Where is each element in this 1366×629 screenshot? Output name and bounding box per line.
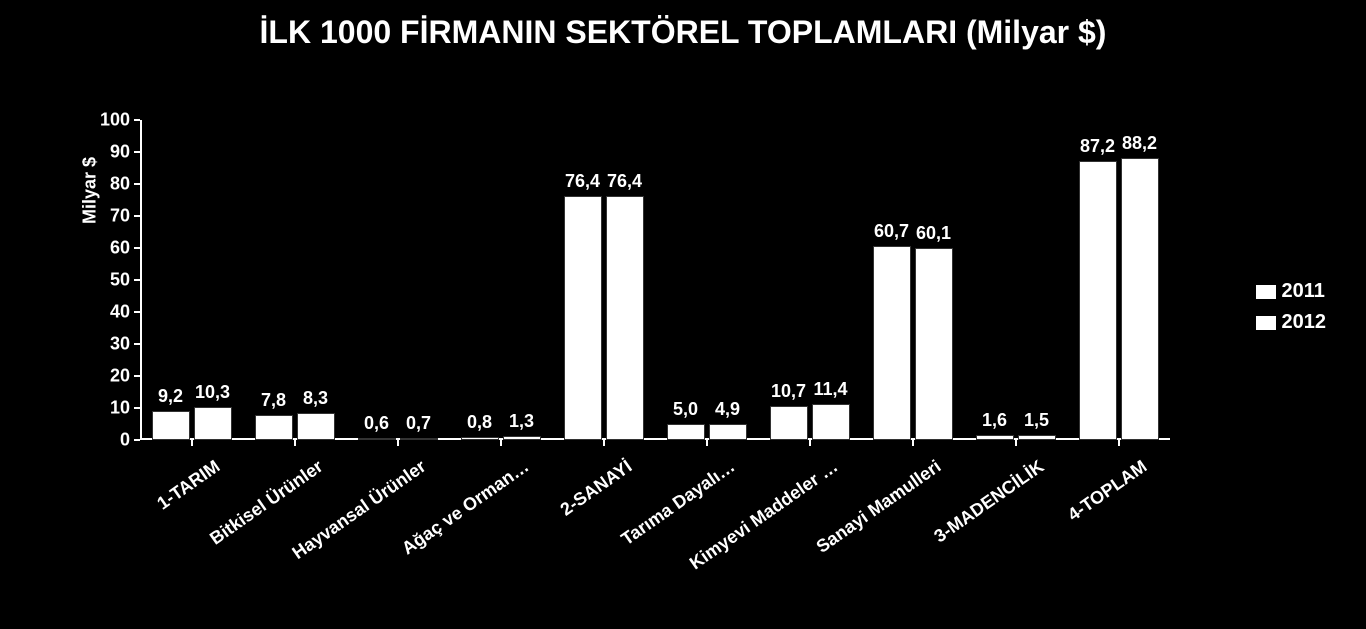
bar bbox=[1121, 158, 1159, 440]
x-tick-mark bbox=[1015, 440, 1017, 446]
y-tick-label: 30 bbox=[70, 334, 130, 355]
y-tick-label: 20 bbox=[70, 366, 130, 387]
y-tick-label: 40 bbox=[70, 302, 130, 323]
bar-value-label: 76,4 bbox=[565, 171, 600, 192]
category-group: 7,8 8,3 bbox=[255, 120, 335, 440]
bar-value-label: 8,3 bbox=[303, 388, 328, 409]
plot-area: 0102030405060708090100 9,210,37,88,30,60… bbox=[140, 120, 1170, 440]
bar bbox=[564, 196, 602, 440]
bar-value-label: 10,3 bbox=[195, 382, 230, 403]
legend-label: 2011 bbox=[1282, 280, 1325, 303]
bar bbox=[667, 424, 705, 440]
bar-value-label: 60,7 bbox=[874, 221, 909, 242]
x-tick-mark bbox=[294, 440, 296, 446]
bar-value-label: 0,8 bbox=[467, 412, 492, 433]
bar bbox=[812, 404, 850, 440]
bar bbox=[873, 246, 911, 440]
sector-totals-chart: İLK 1000 FİRMANIN SEKTÖREL TOPLAMLARI (M… bbox=[0, 0, 1366, 629]
y-tick-label: 100 bbox=[70, 110, 130, 131]
legend-swatch bbox=[1256, 285, 1276, 299]
bar bbox=[709, 424, 747, 440]
bar-value-label: 1,6 bbox=[982, 410, 1007, 431]
bar-value-label: 4,9 bbox=[715, 399, 740, 420]
bar bbox=[297, 413, 335, 440]
legend-item: 2012 bbox=[1256, 311, 1327, 334]
bars-region: 9,2 10,3 7,8 8,3 0,6 0,7 0,8 1,3 76,4 76,4 5,0 4,9 1… bbox=[140, 120, 1170, 440]
category-group: 1,6 1,5 bbox=[976, 120, 1056, 440]
bar bbox=[194, 407, 232, 440]
bar bbox=[358, 438, 396, 440]
y-tick-label: 80 bbox=[70, 174, 130, 195]
bar bbox=[152, 411, 190, 440]
bar bbox=[1079, 161, 1117, 440]
bar bbox=[976, 435, 1014, 440]
x-tick-mark bbox=[912, 440, 914, 446]
x-tick-mark bbox=[397, 440, 399, 446]
legend-swatch bbox=[1256, 316, 1276, 330]
chart-title: İLK 1000 FİRMANIN SEKTÖREL TOPLAMLARI (M… bbox=[0, 14, 1366, 51]
y-tick-label: 0 bbox=[70, 430, 130, 451]
bar-value-label: 0,7 bbox=[406, 413, 431, 434]
category-group: 60,7 60,1 bbox=[873, 120, 953, 440]
y-tick-label: 10 bbox=[70, 398, 130, 419]
y-tick-label: 90 bbox=[70, 142, 130, 163]
bar bbox=[606, 196, 644, 440]
x-tick-mark bbox=[500, 440, 502, 446]
category-group: 0,6 0,7 bbox=[358, 120, 438, 440]
x-tick-mark bbox=[809, 440, 811, 446]
category-group: 76,4 76,4 bbox=[564, 120, 644, 440]
bar-value-label: 7,8 bbox=[261, 390, 286, 411]
bar bbox=[1018, 435, 1056, 440]
bar bbox=[770, 406, 808, 440]
legend: 2011 2012 bbox=[1256, 280, 1327, 342]
bar bbox=[255, 415, 293, 440]
legend-item: 2011 bbox=[1256, 280, 1327, 303]
legend-label: 2012 bbox=[1282, 311, 1327, 334]
category-group: 5,0 4,9 bbox=[667, 120, 747, 440]
bar-value-label: 0,6 bbox=[364, 413, 389, 434]
y-tick-label: 60 bbox=[70, 238, 130, 259]
y-tick-label: 70 bbox=[70, 206, 130, 227]
category-group: 9,2 10,3 bbox=[152, 120, 232, 440]
bar-value-label: 87,2 bbox=[1080, 136, 1115, 157]
bar-value-label: 88,2 bbox=[1122, 133, 1157, 154]
y-tick-label: 50 bbox=[70, 270, 130, 291]
bar-value-label: 76,4 bbox=[607, 171, 642, 192]
bar-value-label: 11,4 bbox=[813, 379, 847, 400]
bar-value-label: 10,7 bbox=[771, 381, 806, 402]
bar bbox=[400, 438, 438, 440]
x-tick-mark bbox=[603, 440, 605, 446]
bar bbox=[461, 437, 499, 440]
bar bbox=[915, 248, 953, 440]
bar-value-label: 1,3 bbox=[509, 411, 534, 432]
x-tick-mark bbox=[706, 440, 708, 446]
x-tick-mark bbox=[191, 440, 193, 446]
bar bbox=[503, 436, 541, 440]
bar-value-label: 9,2 bbox=[158, 386, 183, 407]
bar-value-label: 60,1 bbox=[916, 223, 951, 244]
category-group: 87,2 88,2 bbox=[1079, 120, 1159, 440]
category-group: 0,8 1,3 bbox=[461, 120, 541, 440]
category-group: 10,7 11,4 bbox=[770, 120, 850, 440]
bar-value-label: 5,0 bbox=[673, 399, 698, 420]
x-tick-mark bbox=[1118, 440, 1120, 446]
bar-value-label: 1,5 bbox=[1024, 410, 1049, 431]
